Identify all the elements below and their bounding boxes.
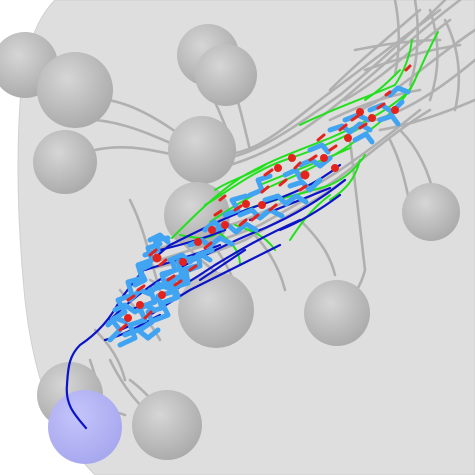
soma-sphere (168, 116, 236, 184)
soma-sphere (37, 52, 113, 128)
soma-sphere (195, 44, 257, 106)
soma-sphere (402, 183, 460, 241)
soma-sphere (304, 280, 370, 346)
soma-sphere (132, 390, 202, 460)
synapse-markers (118, 64, 412, 332)
soma-sphere (178, 272, 254, 348)
soma-sphere (33, 130, 97, 194)
background-somata (0, 24, 460, 464)
